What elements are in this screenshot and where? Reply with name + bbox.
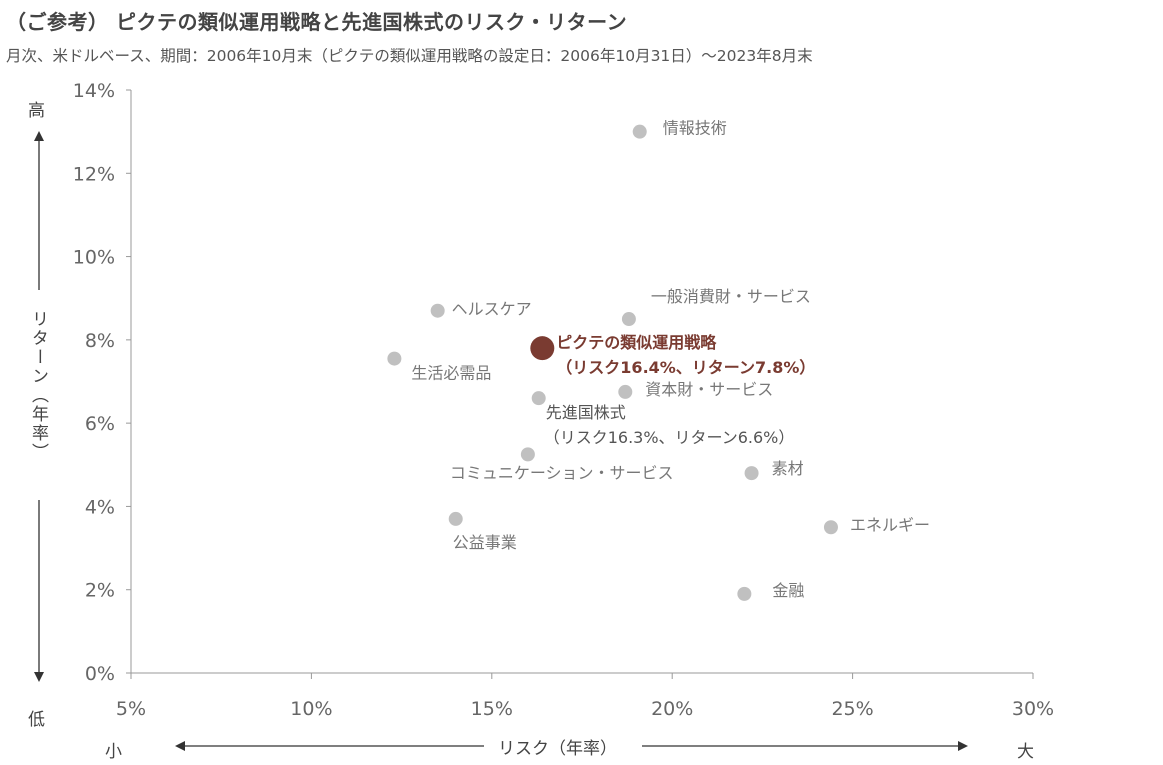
data-point: [737, 586, 752, 601]
highlight-point: [530, 336, 555, 361]
data-point: [632, 124, 647, 139]
y-axis-high-label: 高: [28, 101, 45, 121]
point-label: 資本財・サービス: [645, 380, 773, 399]
data-point: [531, 391, 546, 406]
point-label: エネルギー: [850, 515, 930, 534]
x-axis-title: リスク（年率）: [498, 739, 617, 759]
x-tick-label: 15%: [471, 698, 513, 720]
data-point: [823, 520, 838, 535]
point-sublabel: （リスク16.3%、リターン6.6%）: [544, 428, 795, 447]
point-label: ピクテの類似運用戦略: [556, 333, 717, 352]
x-tick-label: 5%: [116, 698, 146, 720]
point-label: 金融: [772, 581, 804, 600]
x-tick-label: 25%: [831, 698, 873, 720]
point-label: ヘルスケア: [452, 300, 532, 319]
data-point: [387, 351, 402, 366]
point-label: 情報技術: [663, 119, 727, 138]
point-label: 先進国株式: [546, 403, 626, 422]
data-point: [744, 466, 759, 481]
y-axis-low-label: 低: [28, 710, 45, 730]
data-point: [520, 447, 535, 462]
x-axis-small-label: 小: [105, 742, 122, 762]
y-tick-label: 8%: [85, 330, 115, 352]
point-sublabel: （リスク16.4%、リターン7.8%）: [556, 358, 815, 377]
point-label: コミュニケーション・サービス: [450, 463, 674, 482]
y-tick-label: 12%: [73, 163, 115, 185]
x-tick-label: 10%: [290, 698, 332, 720]
y-tick-label: 10%: [73, 247, 115, 269]
chart-title: （ご参考） ピクテの類似運用戦略と先進国株式のリスク・リターン: [6, 10, 628, 34]
data-point: [618, 384, 633, 399]
point-label: 公益事業: [453, 533, 517, 552]
point-label: 一般消費財・サービス: [651, 287, 811, 306]
data-point: [430, 303, 445, 318]
y-tick-label: 6%: [85, 413, 115, 435]
x-axis-large-label: 大: [1017, 742, 1034, 762]
y-tick-label: 0%: [85, 663, 115, 685]
chart-subtitle: 月次、米ドルベース、期間：2006年10月末（ピクテの類似運用戦略の設定日：20…: [6, 47, 813, 65]
point-label: 素材: [772, 459, 804, 478]
y-tick-label: 4%: [85, 496, 115, 518]
y-tick-label: 2%: [85, 580, 115, 602]
y-tick-label: 14%: [73, 80, 115, 102]
data-point: [621, 312, 636, 327]
y-axis-title: リターン（年率）: [28, 310, 48, 462]
point-label: 生活必需品: [411, 364, 491, 383]
x-tick-label: 30%: [1012, 698, 1054, 720]
x-tick-label: 20%: [651, 698, 693, 720]
data-point: [448, 511, 463, 526]
